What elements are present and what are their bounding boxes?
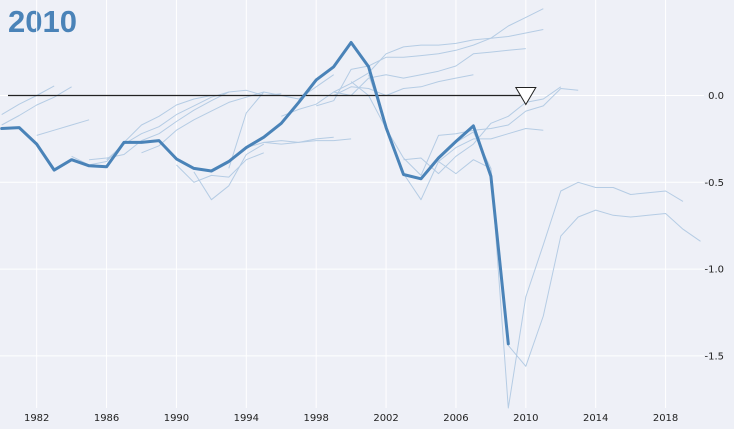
x-tick-label: 2006: [443, 413, 468, 424]
faint-series-line: [176, 152, 264, 183]
faint-series-line: [403, 86, 562, 175]
x-tick-label: 1986: [94, 413, 119, 424]
current-year-marker: [514, 86, 537, 106]
faint-series-line: [1, 86, 72, 126]
chart-title: 2010: [8, 4, 77, 39]
faint-series-line: [333, 48, 526, 96]
x-tick-label: 2018: [653, 413, 678, 424]
faint-series-line: [246, 136, 334, 149]
highlight-series-group: [0, 41, 510, 346]
faint-series-line: [333, 74, 474, 96]
faint-series-line: [1, 85, 55, 116]
faint-series-line: [193, 143, 265, 201]
faint-series-line: [36, 119, 90, 136]
y-tick-label: -1.5: [704, 351, 724, 362]
x-tick-label: 1990: [164, 413, 189, 424]
faint-series-line: [106, 89, 282, 161]
x-tick-label: 2010: [513, 413, 538, 424]
marker-group: [514, 86, 537, 106]
faint-series-line: [89, 91, 230, 161]
highlight-series-line: [0, 41, 510, 346]
x-tick-label: 2014: [583, 413, 608, 424]
faint-series-line: [455, 131, 701, 367]
x-tick-label: 1994: [234, 413, 259, 424]
y-axis-ticks: 0.0 -0.5 -1.0 -1.5: [704, 91, 724, 362]
y-tick-label: -1.0: [704, 265, 724, 276]
faint-series-line: [281, 29, 544, 117]
faint-series-line: [263, 138, 352, 145]
x-tick-label: 2002: [373, 413, 398, 424]
x-tick-label: 1998: [303, 413, 328, 424]
y-tick-label: -0.5: [704, 178, 724, 189]
faint-series-line: [438, 159, 684, 409]
x-axis-ticks: 1982 1986 1990 1994 1998 2002 2006 2010 2014 2018: [24, 413, 678, 424]
grid: [0, 0, 704, 408]
faint-series-line: [71, 95, 212, 166]
y-tick-label: 0.0: [708, 91, 724, 102]
faint-series-line: [316, 8, 544, 107]
x-tick-label: 1982: [24, 413, 49, 424]
